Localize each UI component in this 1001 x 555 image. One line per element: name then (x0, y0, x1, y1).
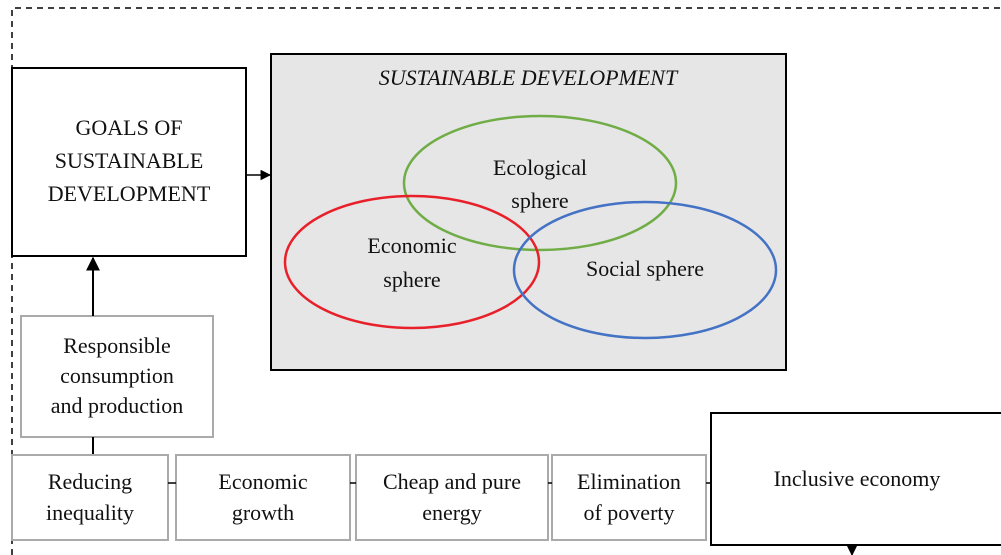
node-label: and production (51, 393, 184, 418)
node-label: energy (422, 500, 481, 525)
node-label: consumption (60, 363, 174, 388)
node-label: sphere (383, 267, 440, 292)
node-label: Inclusive economy (774, 466, 941, 491)
node-label: growth (232, 500, 294, 525)
economic-ellipse (283, 194, 541, 330)
connectors (168, 482, 858, 555)
goals-box (11, 67, 247, 257)
node-label: inequality (46, 500, 134, 525)
growth-box (175, 454, 351, 541)
node-label: of poverty (583, 500, 674, 525)
node-label: Cheap and pure (383, 469, 521, 494)
ecological-ellipse (402, 114, 678, 252)
responsible-box (20, 315, 214, 438)
energy-box (355, 454, 549, 541)
node-label: Elimination (577, 469, 681, 494)
node-label: Ecological (493, 155, 587, 180)
node-label: Reducing (48, 469, 132, 494)
node-label: Responsible (63, 333, 171, 358)
node-label: Social sphere (586, 256, 704, 281)
node-label: DEVELOPMENT (48, 181, 211, 206)
poverty-box (551, 454, 707, 541)
node-label: sphere (511, 188, 568, 213)
diagram-title: SUSTAINABLE DEVELOPMENT (379, 65, 679, 90)
node-label: SUSTAINABLE (55, 148, 204, 173)
social-ellipse (512, 200, 778, 340)
reducing-box (11, 454, 169, 541)
sustainable-box (270, 53, 787, 371)
node-label: GOALS OF (76, 115, 183, 140)
inclusive-box (710, 412, 1001, 546)
node-label: Economic (367, 233, 456, 258)
node-label: Economic (218, 469, 307, 494)
